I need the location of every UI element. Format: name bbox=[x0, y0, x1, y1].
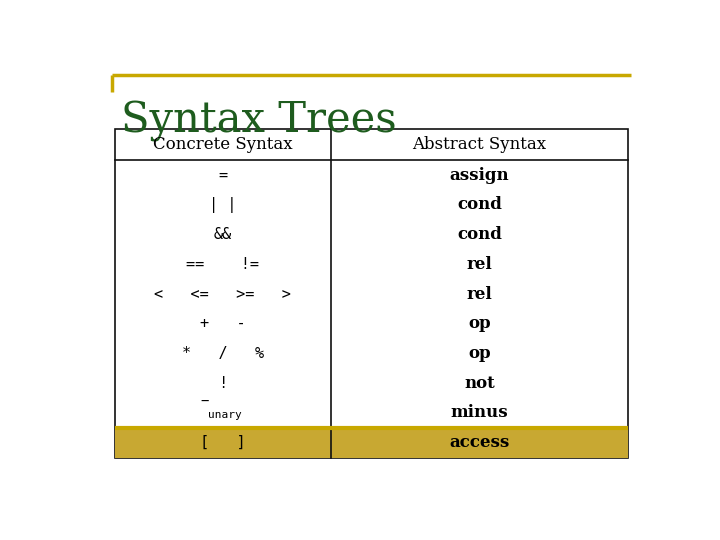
Bar bbox=[115, 428, 629, 458]
Text: *   /   %: * / % bbox=[182, 346, 264, 361]
Text: &&: && bbox=[214, 227, 232, 242]
Text: <   <=   >=   >: < <= >= > bbox=[155, 287, 292, 302]
Text: rel: rel bbox=[467, 286, 492, 302]
Text: assign: assign bbox=[450, 167, 510, 184]
Bar bbox=[115, 129, 629, 458]
Text: !: ! bbox=[218, 376, 228, 391]
Text: access: access bbox=[449, 434, 510, 451]
Text: cond: cond bbox=[457, 226, 502, 243]
Text: −: − bbox=[201, 394, 209, 408]
Text: Syntax Trees: Syntax Trees bbox=[121, 100, 396, 142]
Text: not: not bbox=[464, 375, 495, 392]
Text: op: op bbox=[468, 345, 491, 362]
Text: minus: minus bbox=[451, 404, 508, 421]
Text: unary: unary bbox=[208, 410, 242, 420]
Text: rel: rel bbox=[467, 256, 492, 273]
Text: =: = bbox=[218, 168, 228, 183]
Text: [   ]: [ ] bbox=[200, 435, 246, 450]
Text: cond: cond bbox=[457, 197, 502, 213]
Text: +   -: + - bbox=[200, 316, 246, 332]
Text: Abstract Syntax: Abstract Syntax bbox=[413, 136, 546, 153]
Text: ==    !=: == != bbox=[186, 257, 259, 272]
Text: Concrete Syntax: Concrete Syntax bbox=[153, 136, 293, 153]
Text: op: op bbox=[468, 315, 491, 332]
Text: | |: | | bbox=[210, 197, 237, 213]
